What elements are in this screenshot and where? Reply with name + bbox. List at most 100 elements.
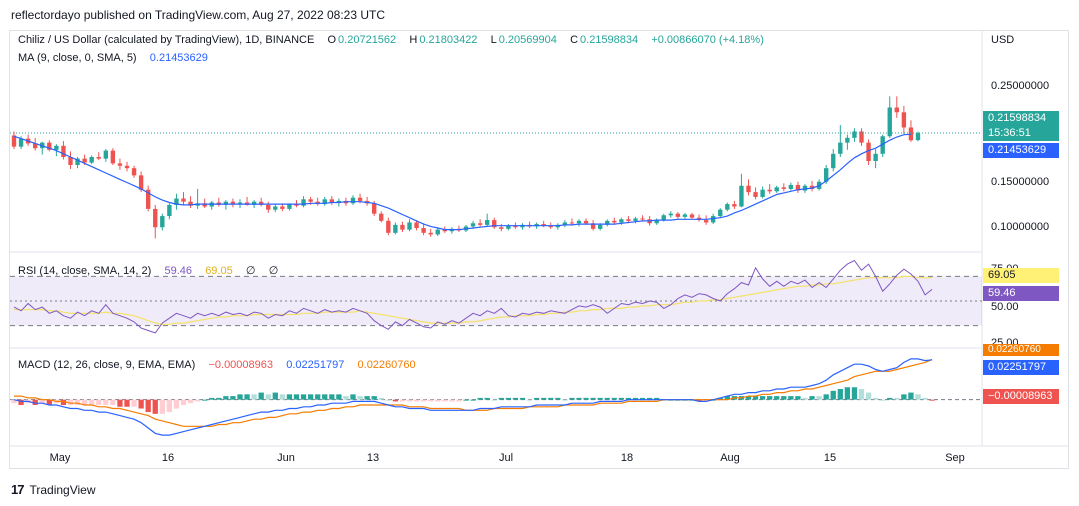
- macd-histogram-bar: [816, 396, 822, 400]
- macd-histogram-bar: [350, 394, 356, 400]
- macd-histogram-bar: [315, 394, 321, 400]
- candle-body: [866, 142, 871, 161]
- candle-body: [640, 218, 645, 220]
- macd-histogram-bar: [788, 396, 794, 400]
- rsi-extra-1: ∅: [245, 265, 256, 277]
- macd-histogram-bar: [894, 397, 900, 400]
- tradingview-brand[interactable]: 17 TradingView: [11, 482, 96, 497]
- macd-histogram-bar: [11, 399, 17, 404]
- symbol-name[interactable]: Chiliz / US Dollar (calculated by Tradin…: [18, 34, 315, 46]
- candle-body: [880, 136, 885, 154]
- macd-histogram-bar: [124, 399, 130, 407]
- macd-histogram-bar: [696, 399, 702, 402]
- macd-histogram-bar: [194, 399, 201, 402]
- macd-histogram-bar: [131, 399, 137, 407]
- candle-body: [131, 168, 137, 176]
- macd-histogram-bar: [32, 399, 38, 405]
- candle-body: [513, 225, 518, 228]
- candle-body: [802, 185, 808, 191]
- x-label-jul: Jul: [498, 452, 514, 464]
- ma-label[interactable]: MA (9, close, 0, SMA, 5): [18, 52, 137, 64]
- macd-histogram-bar: [223, 396, 229, 400]
- candle-body: [852, 131, 857, 138]
- candle-body: [435, 229, 440, 235]
- candle-body: [287, 204, 292, 209]
- macd-histogram-bar: [378, 397, 384, 400]
- macd-histogram-bar: [463, 399, 469, 401]
- rsi-extra-2: ∅: [268, 265, 279, 277]
- macd-histogram-bar: [915, 394, 921, 400]
- macd-histogram-bar: [293, 394, 300, 400]
- macd-histogram-bar: [519, 397, 526, 400]
- candle-body: [470, 223, 476, 227]
- currency-label: USD: [991, 34, 1015, 46]
- macd-histogram-bar: [329, 394, 335, 400]
- macd-histogram-bar: [399, 399, 406, 402]
- macd-histogram-bar: [251, 394, 257, 400]
- candle-body: [499, 227, 504, 229]
- candle-body: [689, 214, 695, 218]
- candle-body: [400, 224, 405, 230]
- candle-body: [294, 204, 299, 206]
- macd-histogram-bar: [562, 399, 568, 401]
- x-label-15: 15: [823, 452, 837, 464]
- candle-body: [823, 168, 829, 182]
- candle-body: [831, 153, 836, 169]
- macd-histogram-bar: [541, 397, 547, 400]
- macd-histogram-bar: [929, 399, 935, 401]
- macd-histogram-bar: [110, 399, 116, 405]
- macd-histogram-bar: [823, 394, 829, 400]
- candle-body: [371, 203, 377, 214]
- macd-histogram-bar: [844, 387, 851, 400]
- candle-body: [654, 220, 659, 224]
- tradingview-logo-icon: 17: [11, 482, 25, 497]
- candle-body: [492, 220, 497, 228]
- candle-body: [428, 232, 433, 235]
- macd-histogram-bar: [901, 394, 907, 400]
- candle-body: [626, 219, 631, 221]
- macd-histogram-bar: [908, 392, 914, 400]
- macd-signal-value: 0.02260760: [357, 359, 416, 371]
- price-tick-0: 0.25000000: [991, 80, 1050, 92]
- candle-body: [845, 137, 850, 143]
- macd-histogram-bar: [343, 396, 349, 400]
- candle-body: [174, 198, 179, 205]
- low-value: 0.20569904: [498, 34, 557, 46]
- candle-body: [117, 163, 123, 166]
- last-price-label: 0.21598834: [983, 111, 1059, 126]
- rsi-label[interactable]: RSI (14, close, SMA, 14, 2): [18, 265, 152, 277]
- candle-body: [103, 150, 109, 159]
- chart-frame: [9, 30, 1069, 469]
- macd-histogram-bar: [646, 397, 653, 400]
- candle-body: [421, 228, 426, 233]
- macd-histogram-bar: [74, 399, 81, 405]
- macd-histogram-bar: [442, 399, 448, 402]
- ma-value: 0.21453629: [149, 52, 208, 64]
- candle-body: [350, 197, 356, 204]
- macd-histogram-bar: [576, 397, 582, 400]
- candle-body: [393, 224, 398, 233]
- candle-body: [597, 224, 603, 229]
- macd-histogram-bar: [717, 397, 723, 400]
- macd-histogram-bar: [795, 396, 801, 400]
- candle-body: [188, 201, 193, 206]
- candle-body: [266, 204, 271, 210]
- candle-body: [774, 187, 779, 192]
- macd-histogram-bar: [512, 397, 519, 400]
- macd-hist-last-label: −0.00008963: [983, 389, 1059, 404]
- macd-histogram-bar: [371, 396, 377, 400]
- candle-body: [612, 220, 617, 223]
- candle-body: [280, 206, 285, 209]
- macd-histogram-bar: [555, 397, 561, 400]
- macd-histogram-bar: [216, 397, 222, 400]
- candle-body: [11, 135, 17, 147]
- candle-body: [590, 223, 596, 229]
- candle-body: [583, 220, 589, 224]
- macd-histogram-bar: [774, 396, 780, 400]
- ma-last-label: 0.21453629: [983, 143, 1059, 158]
- macd-label[interactable]: MACD (12, 26, close, 9, EMA, EMA): [18, 359, 196, 371]
- candle-body: [258, 201, 264, 205]
- ma-line: [13, 133, 911, 231]
- macd-histogram-bar: [413, 399, 420, 402]
